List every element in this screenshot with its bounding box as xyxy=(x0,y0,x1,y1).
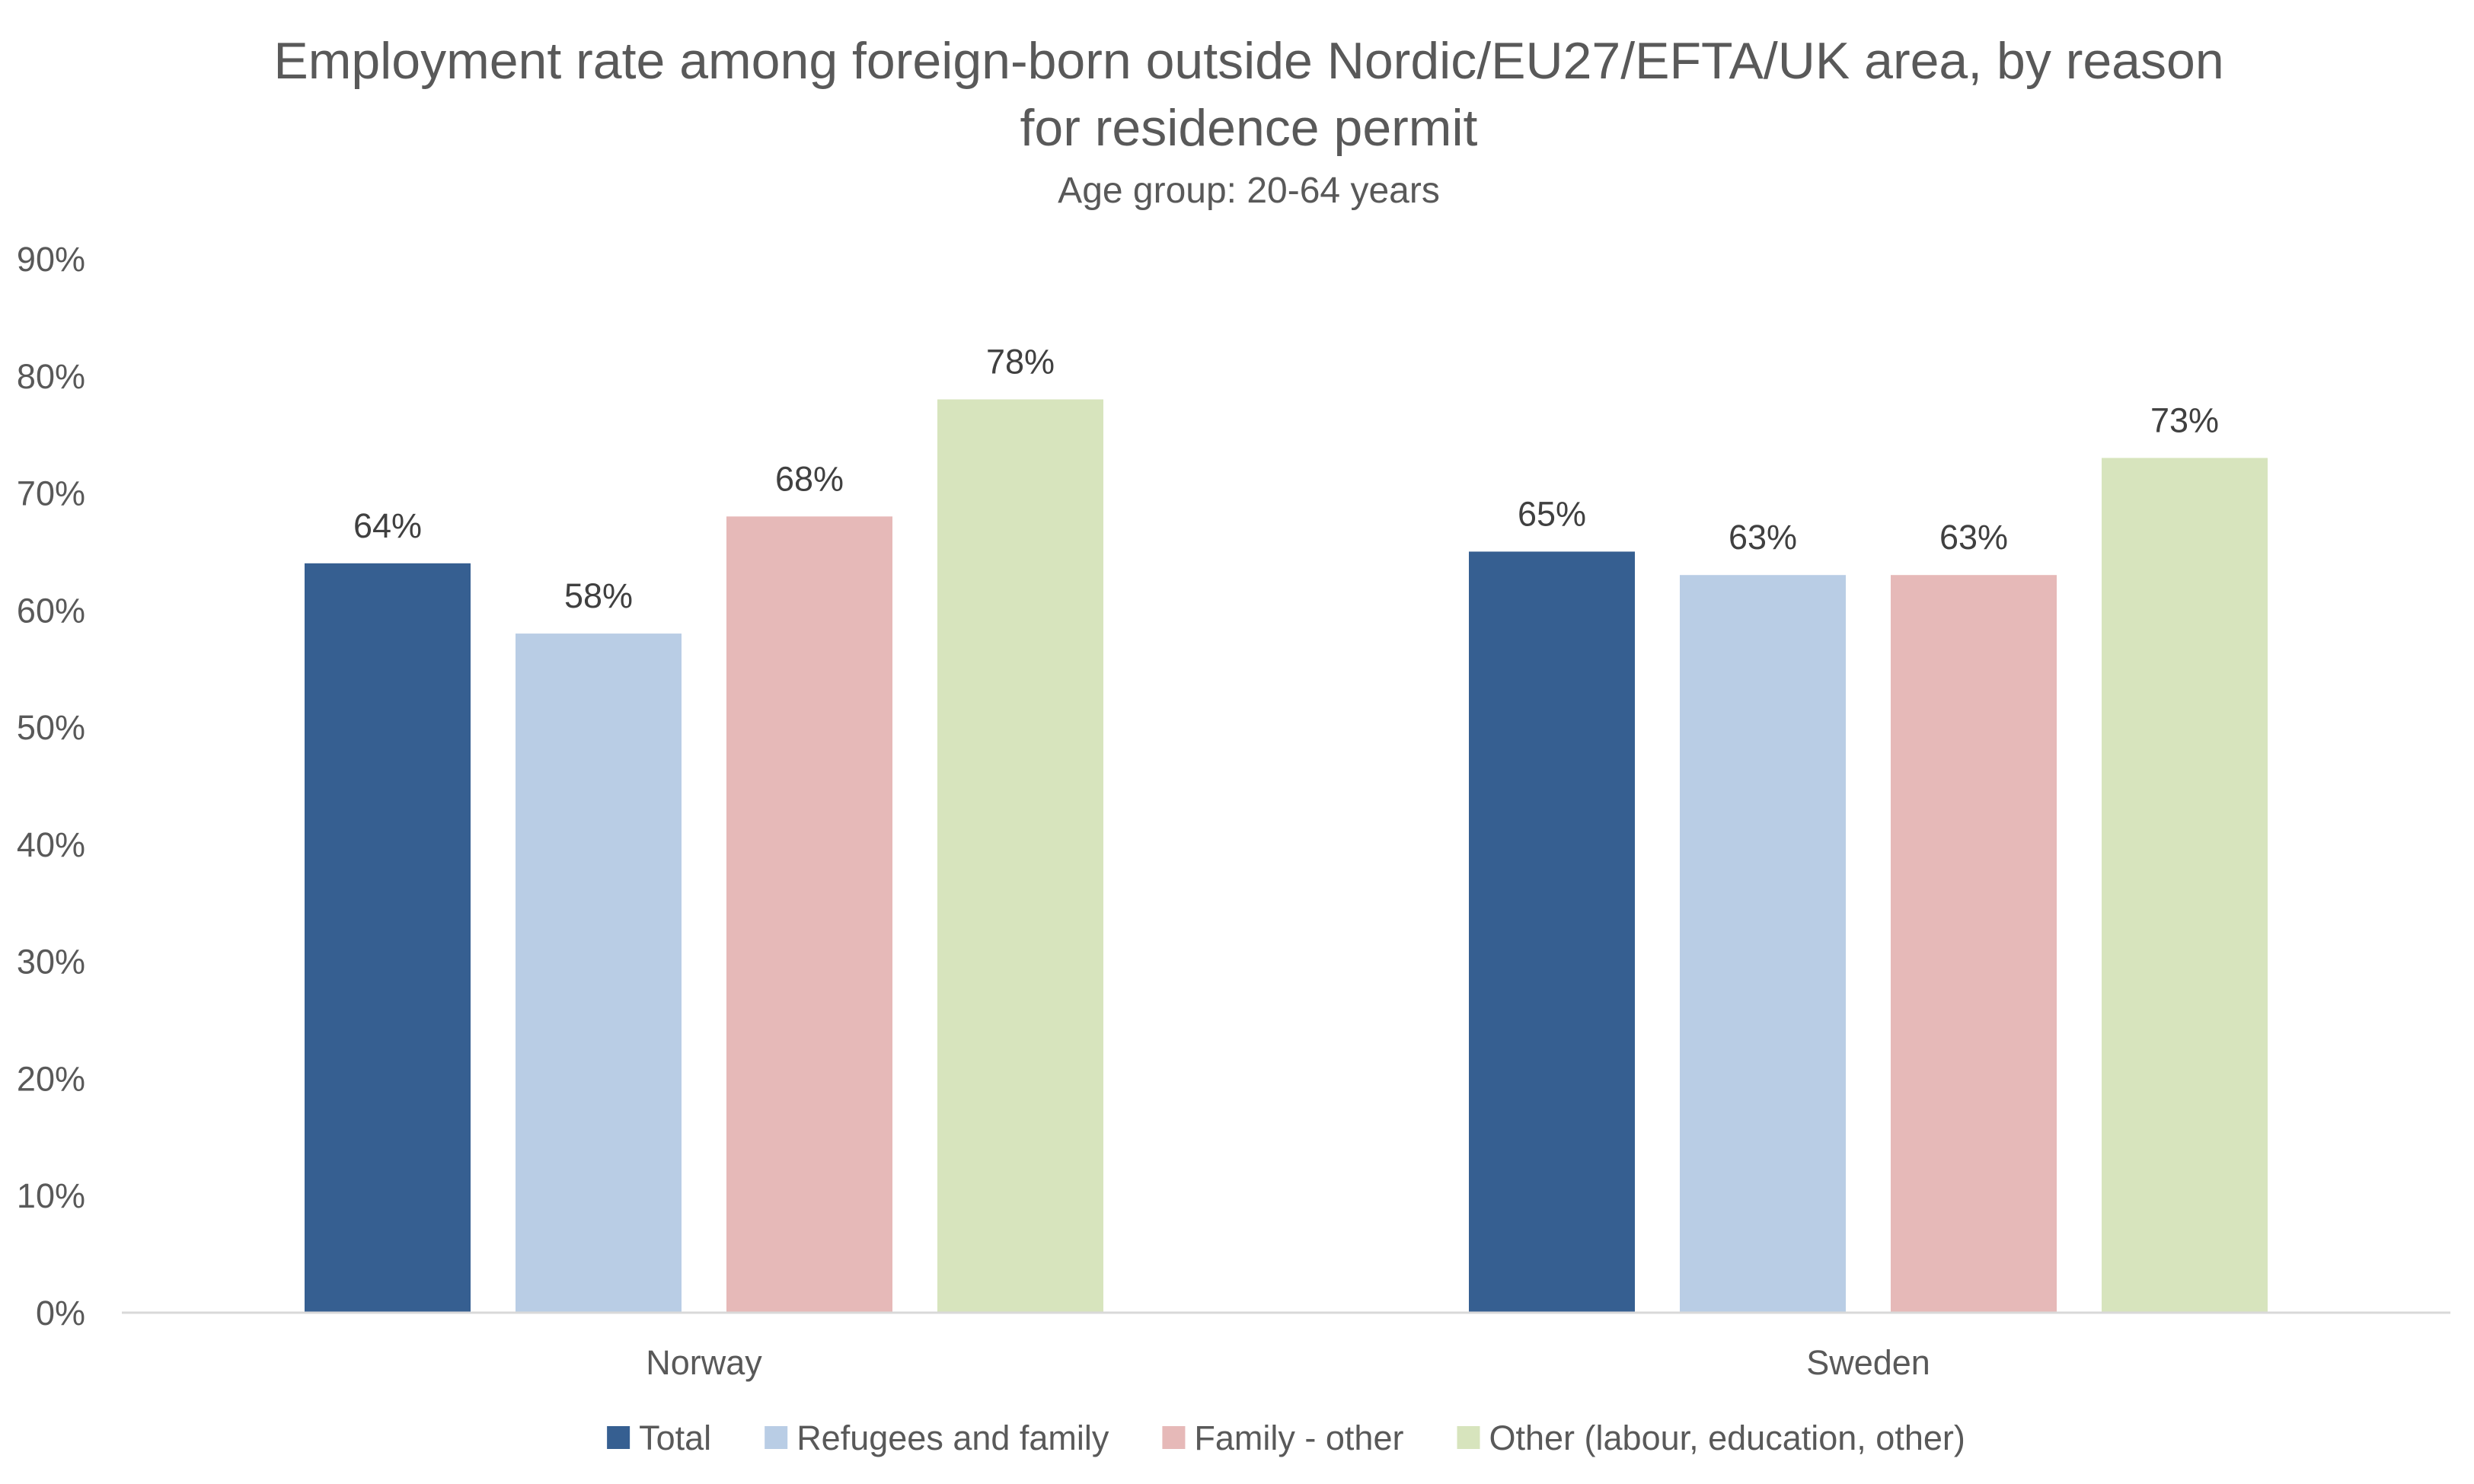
bar-norway-0 xyxy=(305,563,471,1313)
data-label: 78% xyxy=(986,343,1055,381)
y-tick-label: 90% xyxy=(17,240,85,279)
legend-swatch xyxy=(1457,1426,1480,1449)
chart-subtitle: Age group: 20-64 years xyxy=(1058,171,1440,211)
legend-label: Family - other xyxy=(1194,1419,1403,1457)
data-label: 63% xyxy=(1939,518,2008,557)
legend-swatch xyxy=(765,1426,788,1449)
legend-item: Refugees and family xyxy=(765,1419,1109,1457)
data-label: 64% xyxy=(353,506,422,545)
bar-sweden-2 xyxy=(1891,575,2057,1313)
data-label: 65% xyxy=(1518,494,1586,533)
x-category-label: Norway xyxy=(646,1343,762,1382)
chart-legend: Total Refugees and family Family - other Ot… xyxy=(607,1419,1965,1457)
legend-swatch xyxy=(1162,1426,1186,1449)
legend-item: Total xyxy=(607,1419,711,1457)
legend-item: Other (labour, education, other) xyxy=(1457,1419,1965,1457)
y-tick-label: 30% xyxy=(17,943,85,981)
bar-sweden-1 xyxy=(1680,575,1846,1313)
y-axis-tick-labels: 0% 10% 20% 30% 40% 50% 60% 70% 80% 90% xyxy=(17,240,85,1332)
y-tick-label: 60% xyxy=(17,591,85,630)
x-axis-category-labels: Norway Sweden xyxy=(646,1343,1930,1382)
legend-label: Total xyxy=(639,1419,711,1457)
chart-title-line-1: Employment rate among foreign-born outsi… xyxy=(273,32,2223,90)
y-tick-label: 0% xyxy=(36,1294,85,1332)
legend-label: Refugees and family xyxy=(796,1419,1109,1457)
data-label: 58% xyxy=(564,576,633,615)
data-label-group: 64% 58% 68% 78% 65% 63% 63% 73% xyxy=(353,343,2219,616)
legend-label: Other (labour, education, other) xyxy=(1489,1419,1965,1457)
bar-sweden-0 xyxy=(1469,551,1635,1313)
data-label: 68% xyxy=(775,459,844,498)
chart-title-line-2: for residence permit xyxy=(1020,99,1478,157)
data-label: 63% xyxy=(1729,518,1797,557)
data-label: 73% xyxy=(2150,401,2219,439)
x-category-label: Sweden xyxy=(1806,1343,1930,1382)
bar-norway-1 xyxy=(516,633,682,1313)
y-tick-label: 10% xyxy=(17,1176,85,1215)
y-tick-label: 40% xyxy=(17,825,85,864)
y-tick-label: 70% xyxy=(17,474,85,513)
legend-item: Family - other xyxy=(1162,1419,1403,1457)
bar-norway-3 xyxy=(937,399,1103,1313)
chart-title: Employment rate among foreign-born outsi… xyxy=(273,32,2223,157)
y-tick-label: 50% xyxy=(17,708,85,747)
y-tick-label: 20% xyxy=(17,1059,85,1098)
bar-series-group xyxy=(305,399,2268,1313)
bar-sweden-3 xyxy=(2102,458,2268,1313)
legend-swatch xyxy=(607,1426,630,1449)
y-tick-label: 80% xyxy=(17,357,85,396)
bar-norway-2 xyxy=(726,516,892,1313)
